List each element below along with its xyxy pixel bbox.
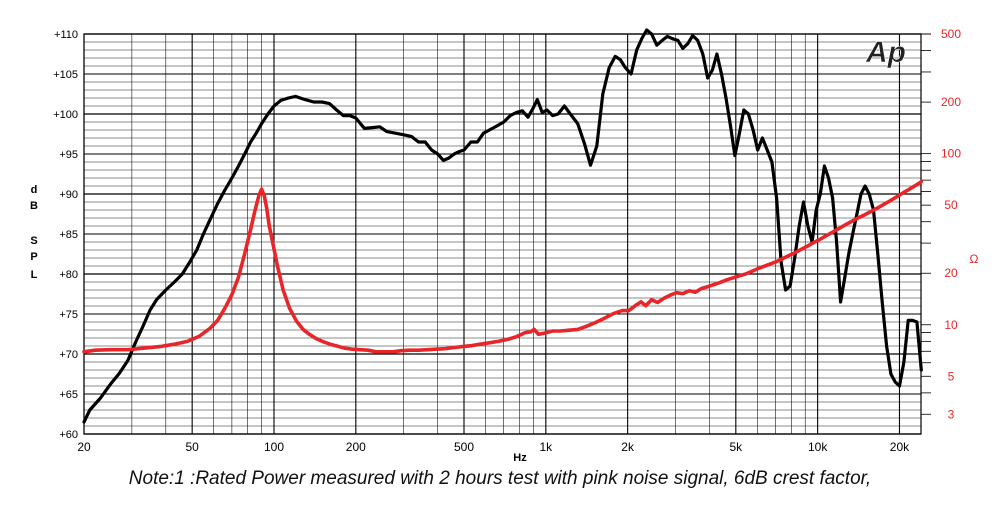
- y-axis-label-letter: B: [30, 200, 38, 212]
- y2-tick-label: 500: [941, 27, 961, 41]
- y-axis-spl: +60 +65 +70 +75 +80 +85 +90 +95 +100 +105 +110: [53, 29, 78, 441]
- y-tick-label: +70: [59, 349, 78, 361]
- y2-tick-label: 50: [944, 198, 958, 212]
- y-tick-label: +110: [54, 29, 78, 41]
- x-axis-label: Hz: [513, 452, 527, 464]
- y-axis-label-letter: S: [30, 235, 37, 247]
- x-tick-label: 2k: [621, 440, 635, 454]
- x-tick-label: 500: [454, 440, 474, 454]
- frequency-response-chart: +60 +65 +70 +75 +80 +85 +90 +95 +100 +105 +110 3 5 1…: [30, 27, 979, 464]
- y2-tick-label: 10: [944, 318, 958, 332]
- x-tick-label: 20k: [890, 440, 910, 454]
- y-axis-label: dB SPL: [30, 184, 38, 281]
- x-tick-label: 1k: [539, 440, 553, 454]
- y-tick-label: +100: [53, 109, 78, 121]
- x-tick-label: 5k: [729, 440, 743, 454]
- x-tick-label: 20: [77, 440, 91, 454]
- ap-logo-text: Ap: [865, 36, 906, 69]
- y-tick-label: +85: [59, 229, 78, 241]
- y-tick-label: +65: [59, 389, 78, 401]
- y2-tick-label: 20: [944, 266, 958, 280]
- y-tick-label: +90: [59, 189, 78, 201]
- y-tick-label: +105: [53, 69, 78, 81]
- y2-tick-label: 3: [948, 407, 955, 421]
- footnote-text: Note:1 :Rated Power measured with 2 hour…: [128, 468, 872, 489]
- x-tick-label: 100: [264, 440, 284, 454]
- y2-tick-label: 100: [941, 147, 961, 161]
- y-axis-impedance: 3 5 10 20 50 100 200 500: [941, 27, 961, 421]
- plot-frame: [83, 33, 922, 435]
- impedance-series-line: [82, 179, 924, 354]
- x-tick-label: 200: [346, 440, 366, 454]
- y-tick-label: +95: [59, 149, 78, 161]
- y2-axis-label: Ω: [970, 252, 979, 266]
- y-tick-label: +75: [59, 309, 78, 321]
- x-tick-label: 10k: [808, 440, 828, 454]
- y2-tick-label: 200: [941, 95, 961, 109]
- y-axis-label-letter: d: [31, 184, 38, 196]
- y2-tick-label: 5: [948, 369, 955, 383]
- y-tick-label: +60: [59, 429, 78, 441]
- y-axis-label-letter: P: [30, 251, 37, 263]
- x-tick-label: 50: [185, 440, 199, 454]
- y-tick-label: +80: [59, 269, 78, 281]
- chart-grid: [83, 33, 931, 435]
- x-axis-frequency: 20 50 100 200 500 1k 2k 5k 10k 20k: [77, 440, 910, 454]
- spl-series-line: [82, 28, 923, 424]
- y-axis-label-letter: L: [31, 269, 38, 281]
- ap-logo: Ap: [865, 36, 907, 70]
